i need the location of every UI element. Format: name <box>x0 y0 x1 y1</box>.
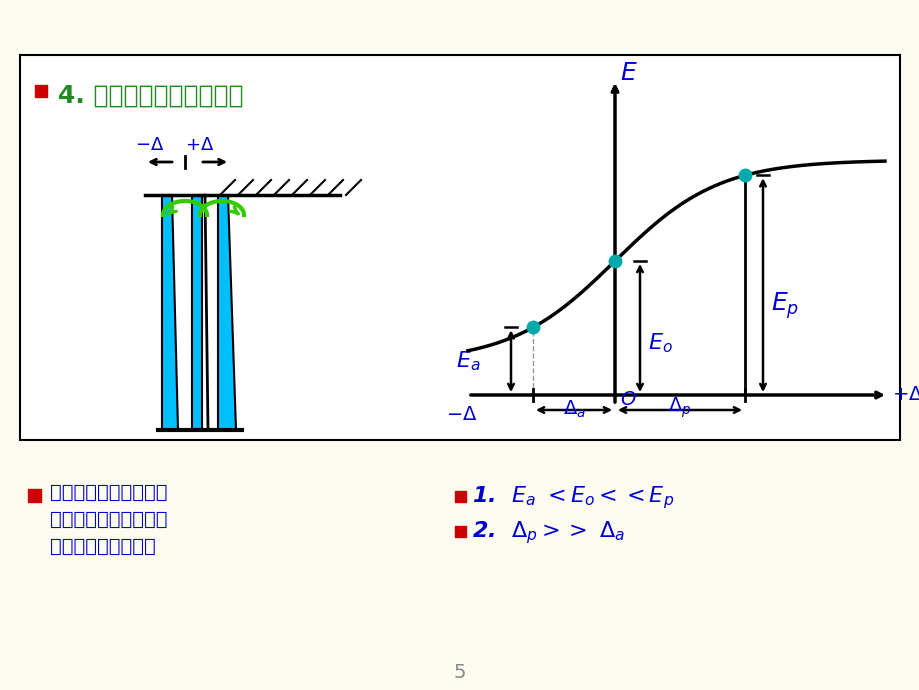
Text: 的物理力学性质相同的: 的物理力学性质相同的 <box>50 510 167 529</box>
Text: $-\Delta$: $-\Delta$ <box>135 136 165 154</box>
Text: 对同一挡土墙，在填土: 对同一挡土墙，在填土 <box>50 483 167 502</box>
Text: $\Delta_p$: $\Delta_p$ <box>667 395 691 420</box>
Bar <box>455 491 466 502</box>
Text: $E_p$: $E_p$ <box>770 290 799 321</box>
Text: $+\Delta$: $+\Delta$ <box>185 136 214 154</box>
Text: 5: 5 <box>453 662 466 682</box>
Text: $+\Delta$: $+\Delta$ <box>891 386 919 404</box>
Text: 条件下有以下规律：: 条件下有以下规律： <box>50 537 155 556</box>
Polygon shape <box>218 195 236 430</box>
Text: 4. 三种土压力之间的关系: 4. 三种土压力之间的关系 <box>58 84 244 108</box>
Polygon shape <box>192 195 202 430</box>
Bar <box>28 489 41 502</box>
Text: $E_o$: $E_o$ <box>647 331 672 355</box>
Bar <box>35 85 47 97</box>
Text: $O$: $O$ <box>619 390 636 409</box>
Bar <box>455 526 466 537</box>
Text: 2.  $\Delta_p >>\ \Delta_a$: 2. $\Delta_p >>\ \Delta_a$ <box>471 519 624 546</box>
Text: 1.  $E_a\ <E_o <<E_p$: 1. $E_a\ <E_o <<E_p$ <box>471 484 674 511</box>
Text: $-\Delta$: $-\Delta$ <box>446 405 477 424</box>
Polygon shape <box>162 195 177 430</box>
Text: $E_a$: $E_a$ <box>456 349 481 373</box>
Text: $E$: $E$ <box>619 61 637 85</box>
Bar <box>20 55 899 440</box>
Text: $\Delta_a$: $\Delta_a$ <box>562 399 584 420</box>
